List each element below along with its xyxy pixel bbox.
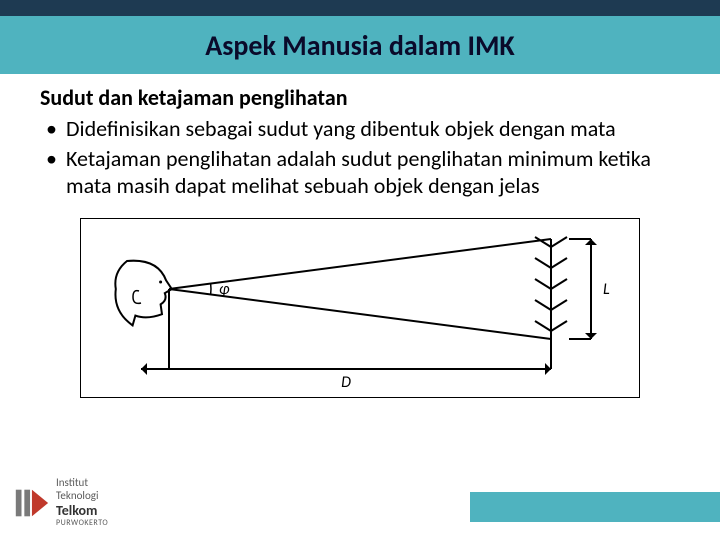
content-area: Sudut dan ketajaman penglihatan Didefini… [0, 74, 720, 398]
bullet-item: Didefinisikan sebagai sudut yang dibentu… [66, 115, 680, 143]
svg-text:L: L [603, 280, 610, 299]
title-bar: Aspek Manusia dalam IMK [0, 16, 720, 74]
logo-line2: Teknologi [56, 490, 108, 503]
telkom-logo-icon [12, 484, 50, 522]
footer-accent-bar [470, 492, 720, 522]
bullet-list: Didefinisikan sebagai sudut yang dibentu… [40, 115, 680, 200]
visual-angle-diagram: φ D L [80, 218, 640, 398]
bullet-item: Ketajaman penglihatan adalah sudut pengl… [66, 145, 680, 200]
logo-line3: Telkom [56, 503, 108, 519]
top-accent-bar [0, 0, 720, 16]
logo-line4: PURWOKERTO [56, 519, 108, 528]
slide-title: Aspek Manusia dalam IMK [205, 28, 514, 63]
section-subhead: Sudut dan ketajaman penglihatan [40, 84, 680, 111]
svg-text:φ: φ [219, 280, 230, 299]
diagram-svg: φ D L [81, 219, 641, 399]
logo-text-block: Institut Teknologi Telkom PURWOKERTO [56, 477, 108, 528]
svg-text:D: D [341, 373, 351, 392]
institution-logo: Institut Teknologi Telkom PURWOKERTO [12, 477, 108, 528]
